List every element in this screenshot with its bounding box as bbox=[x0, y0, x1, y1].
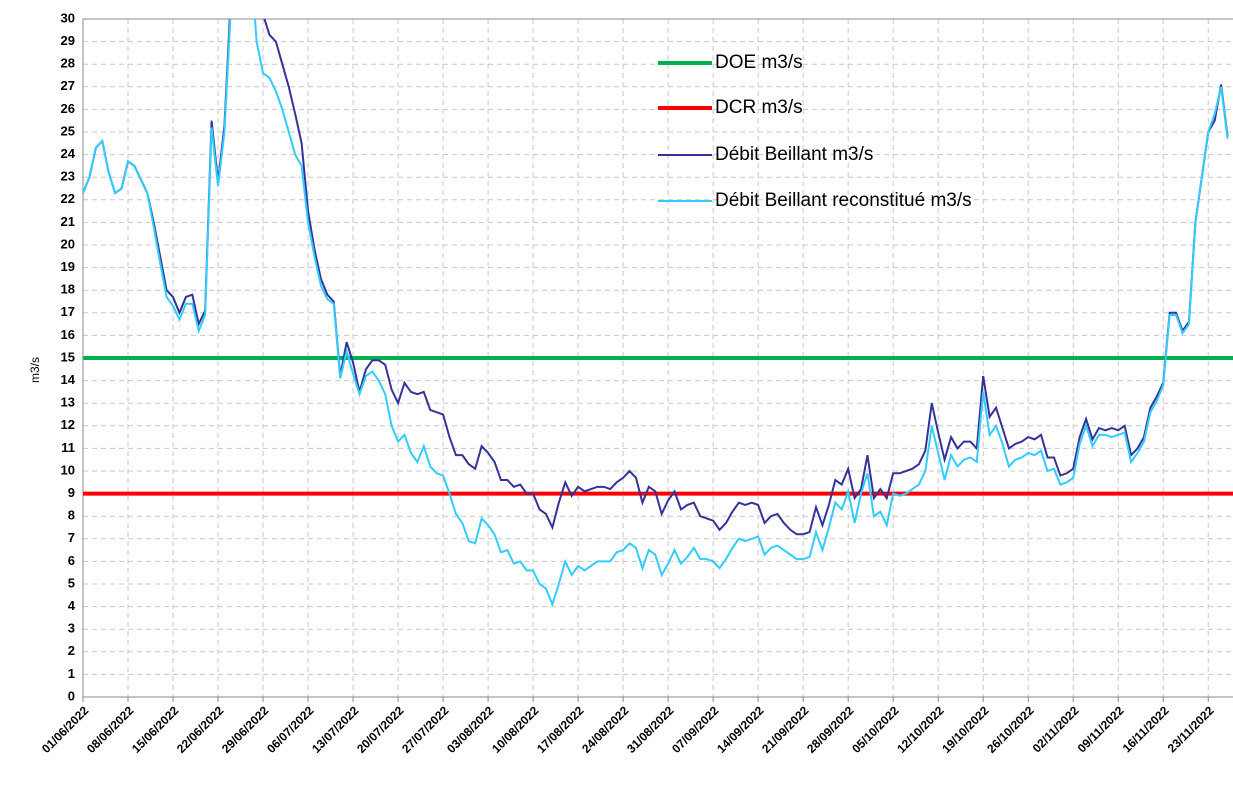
y-tick-label: 24 bbox=[61, 146, 76, 161]
y-tick-label: 17 bbox=[61, 304, 75, 319]
y-tick-label: 21 bbox=[61, 214, 75, 229]
x-tick-label: 03/08/2022 bbox=[444, 703, 497, 756]
x-tick-label: 29/06/2022 bbox=[219, 703, 272, 756]
y-tick-label: 16 bbox=[61, 327, 75, 342]
legend-label: Débit Beillant m3/s bbox=[715, 144, 873, 165]
x-tick-label: 01/06/2022 bbox=[39, 703, 92, 756]
x-tick-label: 31/08/2022 bbox=[624, 703, 677, 756]
y-tick-label: 13 bbox=[61, 395, 75, 410]
y-axis-label: m3/s bbox=[28, 357, 42, 383]
x-tick-label: 27/07/2022 bbox=[399, 703, 452, 756]
x-tick-label: 17/08/2022 bbox=[534, 703, 587, 756]
x-tick-label: 24/08/2022 bbox=[579, 703, 632, 756]
plot bbox=[83, 19, 1233, 608]
x-tick-label: 23/11/2022 bbox=[1165, 703, 1217, 755]
y-tick-label: 3 bbox=[68, 621, 75, 636]
x-tick-label: 28/09/2022 bbox=[804, 703, 857, 756]
x-tick-label: 12/10/2022 bbox=[894, 703, 947, 756]
y-tick-label: 29 bbox=[61, 33, 75, 48]
y-tick-label: 6 bbox=[68, 553, 75, 568]
y-tick-label: 11 bbox=[61, 440, 75, 455]
x-tick-label: 10/08/2022 bbox=[489, 703, 542, 756]
y-tick-label: 30 bbox=[61, 10, 75, 25]
data-line bbox=[83, 19, 1229, 608]
data-line bbox=[83, 19, 1229, 536]
y-tick-label: 25 bbox=[61, 123, 75, 138]
y-tick-label: 14 bbox=[61, 372, 76, 387]
y-tick-label: 26 bbox=[61, 101, 75, 116]
x-tick-label: 13/07/2022 bbox=[309, 703, 362, 756]
legend-label: DCR m3/s bbox=[715, 97, 803, 118]
x-tick-label: 19/10/2022 bbox=[939, 703, 992, 756]
y-tick-label: 10 bbox=[61, 462, 75, 477]
x-tick-label: 16/11/2022 bbox=[1120, 703, 1172, 755]
y-tick-label: 27 bbox=[61, 78, 75, 93]
x-tick-label: 15/06/2022 bbox=[129, 703, 182, 756]
y-tick-label: 1 bbox=[68, 666, 75, 681]
x-tick-label: 06/07/2022 bbox=[264, 703, 317, 756]
y-tick-label: 15 bbox=[61, 349, 75, 364]
y-tick-label: 5 bbox=[68, 575, 75, 590]
y-tick-label: 4 bbox=[68, 598, 76, 613]
y-tick-label: 12 bbox=[61, 417, 75, 432]
y-tick-label: 28 bbox=[61, 56, 75, 71]
y-tick-label: 18 bbox=[61, 282, 75, 297]
y-tick-label: 0 bbox=[68, 688, 75, 703]
x-tick-label: 26/10/2022 bbox=[984, 703, 1037, 756]
x-tick-label: 07/09/2022 bbox=[669, 703, 722, 756]
x-tick-label: 05/10/2022 bbox=[849, 703, 902, 756]
y-tick-label: 22 bbox=[61, 191, 75, 206]
y-tick-label: 7 bbox=[68, 530, 75, 545]
x-tick-label: 08/06/2022 bbox=[84, 703, 137, 756]
y-tick-label: 23 bbox=[61, 169, 75, 184]
legend-label: DOE m3/s bbox=[715, 52, 803, 73]
x-tick-label: 09/11/2022 bbox=[1075, 703, 1127, 755]
y-tick-label: 19 bbox=[61, 259, 75, 274]
y-tick-label: 9 bbox=[68, 485, 75, 500]
x-tick-label: 02/11/2022 bbox=[1030, 703, 1082, 755]
y-tick-label: 2 bbox=[68, 643, 75, 658]
legend-label: Débit Beillant reconstitué m3/s bbox=[715, 190, 972, 211]
x-tick-label: 21/09/2022 bbox=[759, 703, 812, 756]
y-tick-label: 20 bbox=[61, 236, 75, 251]
x-tick-label: 20/07/2022 bbox=[354, 703, 407, 756]
y-tick-label: 8 bbox=[68, 508, 75, 523]
x-tick-label: 22/06/2022 bbox=[174, 703, 227, 756]
x-tick-label: 14/09/2022 bbox=[714, 703, 767, 756]
